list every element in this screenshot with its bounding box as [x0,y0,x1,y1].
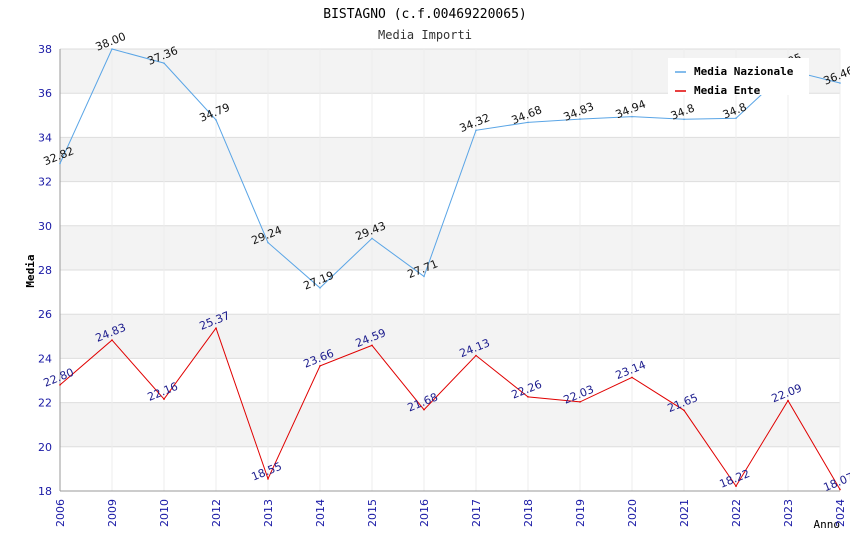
data-point [267,478,269,480]
data-point [631,376,633,379]
data-point [527,396,529,398]
legend-label-media-ente: Media Ente [694,84,761,97]
data-point [215,327,217,329]
plot-band [60,225,840,270]
data-point [787,399,789,402]
x-tick-label: 2019 [574,499,587,527]
data-point [215,119,217,121]
data-point [839,82,841,84]
plot-band [60,270,840,315]
x-tick-label: 2018 [522,499,535,527]
data-point [371,237,373,240]
x-tick-label: 2017 [470,499,483,527]
y-tick-label: 36 [38,87,52,100]
gridlines [59,48,841,492]
data-point [111,48,113,50]
data-point [735,485,737,487]
data-point [683,409,685,412]
series-lines [59,48,841,491]
data-point [423,408,425,411]
x-tick-label: 2023 [782,499,795,527]
data-point [527,121,529,124]
data-point [111,339,113,341]
data-point [735,117,737,119]
y-tick-label: 28 [38,264,52,277]
y-tick-label: 26 [38,308,52,321]
x-tick-label: 2006 [54,499,67,527]
data-point [683,118,685,121]
data-point [163,398,165,400]
chart-subtitle: Media Importi [378,28,472,42]
x-tick-label: 2009 [106,499,119,527]
legend: Media Nazionale Media Ente [668,58,809,97]
series-line-media-ente [59,327,841,490]
x-tick-label: 2015 [366,499,379,527]
data-point [579,118,581,120]
x-tick-label: 2013 [262,499,275,527]
plot-band [60,314,840,359]
data-point [371,344,373,347]
data-point [163,62,165,64]
x-tick-label: 2020 [626,499,639,527]
y-tick-label: 30 [38,220,52,233]
y-tick-label: 32 [38,176,52,189]
y-tick-label: 22 [38,397,52,410]
data-point [59,162,61,165]
plot-band [60,137,840,182]
y-tick-label: 18 [38,485,52,498]
legend-label-media-nazionale: Media Nazionale [694,65,794,78]
y-tick-label: 34 [38,131,52,144]
data-point [579,401,581,403]
x-axis-ticks: 2006 2009 2010 2012 2013 2014 2015 2016 2017 2018… [54,499,847,527]
plot-band [60,402,840,447]
x-tick-label: 2016 [418,499,431,527]
y-tick-label: 24 [38,352,52,365]
data-point [319,287,321,289]
plot-background-bands [60,49,840,491]
data-point [839,488,841,491]
data-point [475,129,477,132]
data-point [319,365,321,367]
y-axis-ticks: 18 20 22 24 26 28 30 32 34 36 38 [38,43,52,498]
x-tick-label: 2021 [678,499,691,527]
legend-box [668,58,809,95]
data-point [475,354,477,357]
plot-band [60,93,840,138]
data-point [423,275,425,278]
x-tick-label: 2022 [730,499,743,527]
data-point [267,241,269,244]
plot-band [60,358,840,403]
x-tick-label: 2012 [210,499,223,527]
x-tick-label: 2024 [834,499,847,527]
y-tick-label: 20 [38,441,52,454]
data-point [59,384,61,386]
x-tick-label: 2010 [158,499,171,527]
y-axis-label: Media [24,254,37,287]
x-tick-label: 2014 [314,499,327,527]
data-point [631,115,633,118]
x-axis-label: Anno [814,518,841,531]
plot-band [60,446,840,491]
series-line-media-nazionale [59,48,841,289]
y-tick-label: 38 [38,43,52,56]
chart-title: BISTAGNO (c.f.00469220065) [323,7,527,22]
